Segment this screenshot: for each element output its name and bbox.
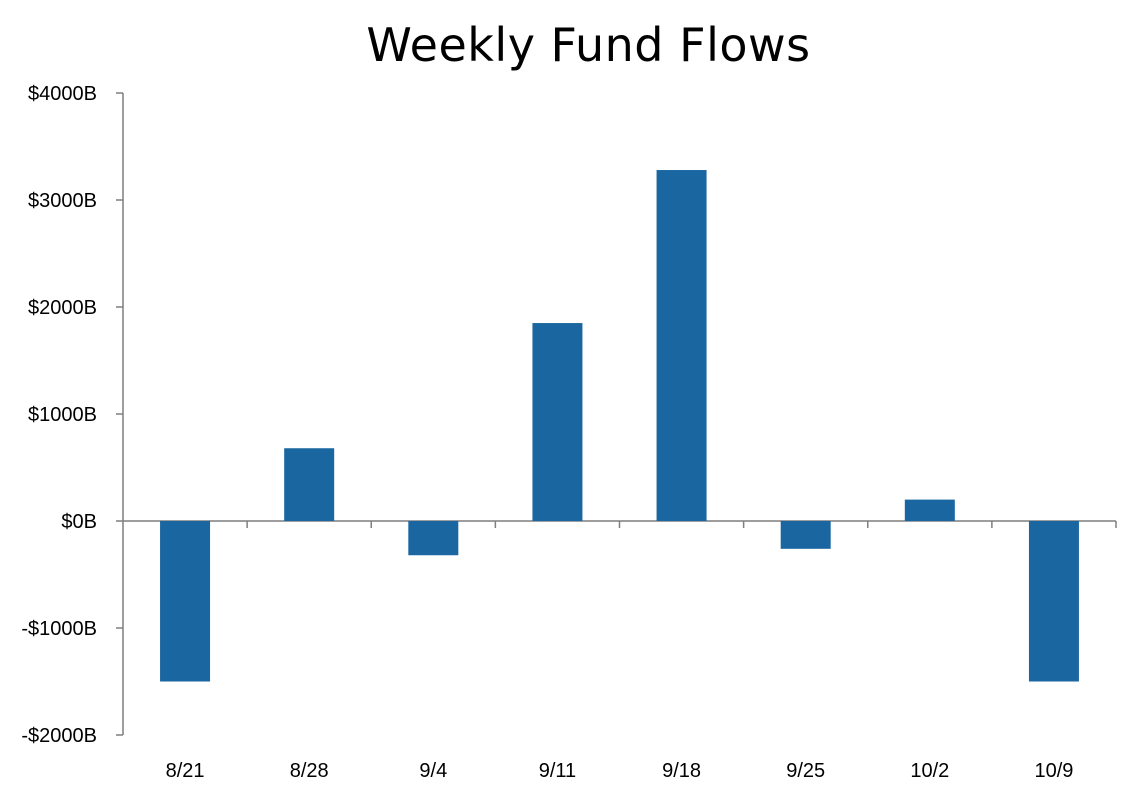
y-tick-label: -$2000B bbox=[21, 725, 97, 747]
y-axis: $4000B $3000B $2000B $1000B $0B -$1000B -$2000… bbox=[21, 83, 124, 747]
x-axis bbox=[123, 520, 1117, 528]
y-tick-label: $1000B bbox=[28, 404, 97, 426]
x-tick-label: 9/11 bbox=[539, 760, 576, 782]
y-tick-label: $2000B bbox=[28, 297, 97, 319]
x-tick-label: 8/21 bbox=[166, 760, 205, 782]
bar-10-9 bbox=[1028, 521, 1079, 682]
bar-10-2 bbox=[904, 499, 955, 521]
bar-8-21 bbox=[160, 521, 211, 682]
bar-9-4 bbox=[408, 521, 459, 556]
x-tick-labels: 8/21 8/28 9/4 9/11 9/18 9/25 10/2 10/9 bbox=[166, 760, 1074, 782]
y-tick-label: $0B bbox=[61, 511, 97, 533]
x-tick-label: 9/4 bbox=[419, 760, 447, 782]
x-tick-label: 10/2 bbox=[910, 760, 949, 782]
y-tick-label: $4000B bbox=[28, 83, 97, 105]
y-tick-label: $3000B bbox=[28, 190, 97, 212]
x-tick-label: 8/28 bbox=[290, 760, 329, 782]
chart-title: Weekly Fund Flows bbox=[366, 18, 811, 72]
x-tick-label: 10/9 bbox=[1034, 760, 1073, 782]
bar-9-18 bbox=[656, 170, 707, 522]
bars bbox=[160, 170, 1079, 682]
x-tick-label: 9/18 bbox=[662, 760, 701, 782]
x-tick-label: 9/25 bbox=[786, 760, 825, 782]
y-tick-label: -$1000B bbox=[21, 618, 97, 640]
bar-9-11 bbox=[532, 323, 583, 521]
bar-9-25 bbox=[780, 521, 831, 549]
bar-8-28 bbox=[284, 448, 335, 521]
